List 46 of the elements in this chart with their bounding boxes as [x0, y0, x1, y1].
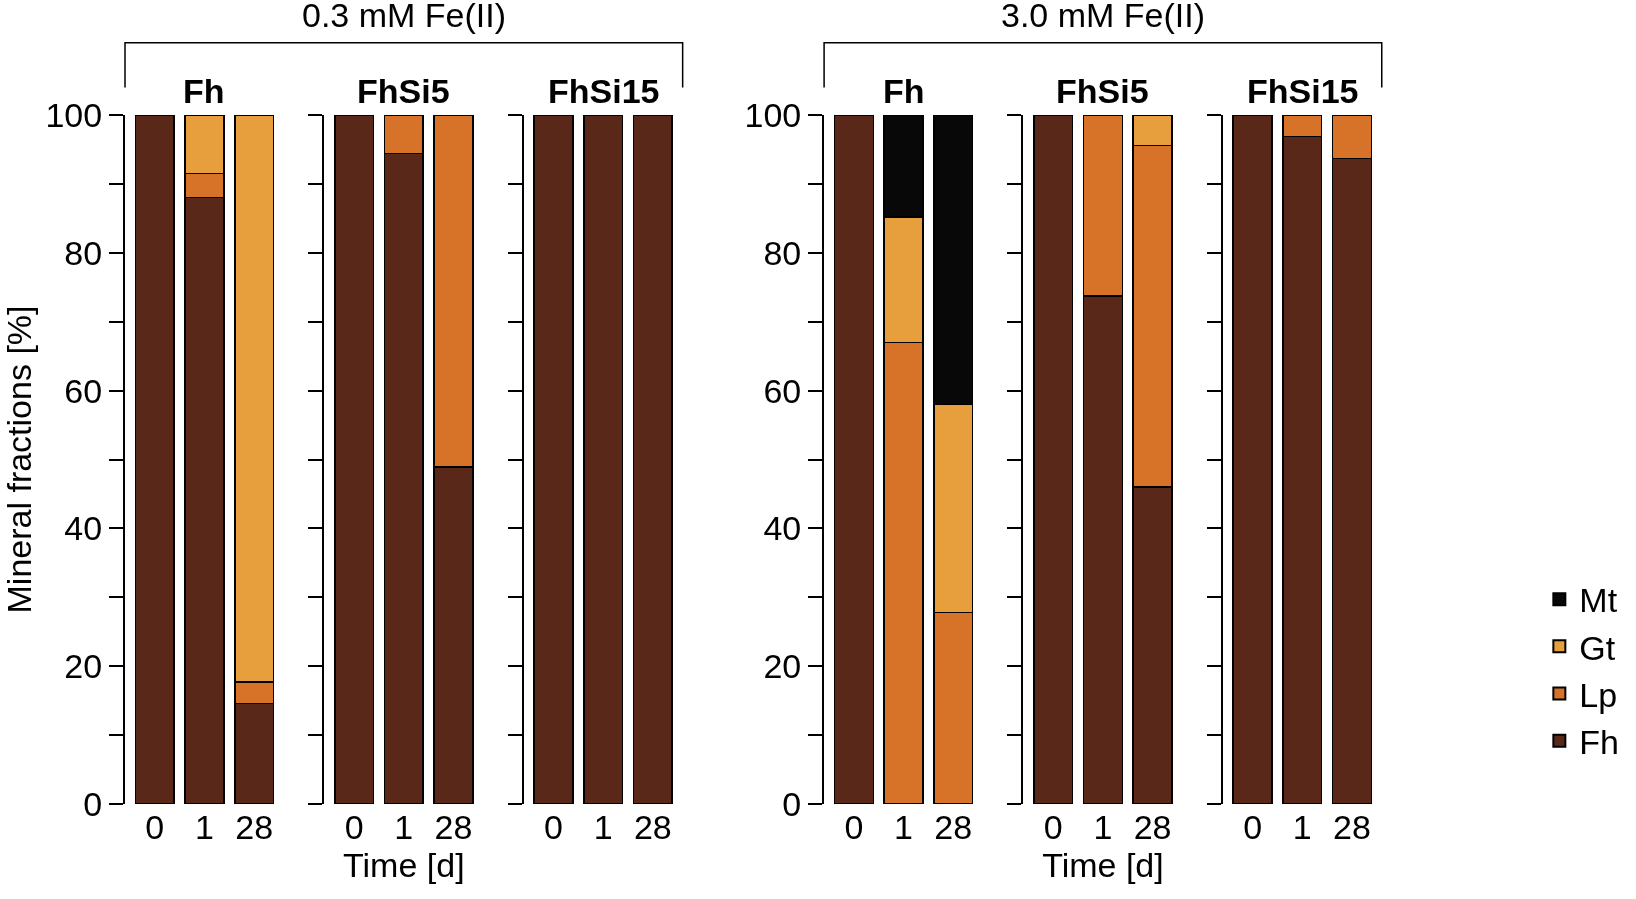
y-tick-label: 20	[64, 647, 103, 686]
x-tick-label: 1	[1093, 808, 1113, 846]
x-tick-label: 28	[1333, 808, 1371, 846]
y-tick-label: 20	[763, 647, 802, 686]
chart-title: Fh	[883, 72, 925, 110]
x-tick-label: 1	[894, 808, 914, 846]
x-tick-label: 28	[434, 808, 473, 846]
chart-title: FhSi5	[357, 72, 450, 110]
bar	[1033, 115, 1074, 804]
x-tick-label: 1	[195, 808, 214, 846]
bar	[134, 115, 175, 804]
x-tick-label: 0	[544, 808, 563, 846]
legend-label: Mt	[1579, 581, 1618, 620]
y-tick-label: 80	[763, 233, 802, 272]
x-tick-label: 28	[1133, 808, 1172, 846]
chart-title: Fh	[183, 72, 225, 110]
y-tick-label: 100	[45, 95, 103, 134]
y-tick-label: 40	[64, 509, 103, 548]
x-tick-label: 28	[235, 808, 274, 846]
y-tick-label: 60	[64, 371, 103, 410]
y-tick-label: 40	[763, 509, 802, 548]
x-tick-label: 0	[344, 808, 364, 846]
bar	[833, 115, 875, 804]
chart-title: FhSi15	[548, 72, 660, 110]
y-axis-title: Mineral fractions [%]	[0, 305, 38, 614]
x-axis-title: Time [d]	[1042, 846, 1164, 884]
y-tick-label: 100	[744, 95, 802, 134]
y-tick-label: 60	[763, 371, 802, 410]
x-axis-title: Time [d]	[343, 846, 465, 884]
x-tick-label: 28	[633, 808, 672, 846]
x-tick-label: 0	[844, 808, 864, 846]
legend-label: Lp	[1579, 675, 1618, 714]
chart-title: FhSi5	[1056, 72, 1149, 110]
y-tick-label: 80	[64, 233, 103, 272]
legend-label: Gt	[1579, 628, 1616, 667]
x-tick-label: 1	[394, 808, 414, 846]
x-tick-label: 0	[1043, 808, 1063, 846]
text: 0.3 mM Fe(II)	[302, 0, 507, 34]
legend-label: Fh	[1579, 723, 1620, 762]
x-tick-label: 1	[593, 808, 613, 846]
x-tick-label: 0	[1243, 808, 1263, 846]
chart-title: FhSi15	[1247, 72, 1359, 110]
x-tick-label: 28	[934, 808, 973, 846]
x-tick-label: 1	[1292, 808, 1312, 846]
x-tick-label: 0	[145, 808, 165, 846]
text: 3.0 mM Fe(II)	[1001, 0, 1206, 34]
